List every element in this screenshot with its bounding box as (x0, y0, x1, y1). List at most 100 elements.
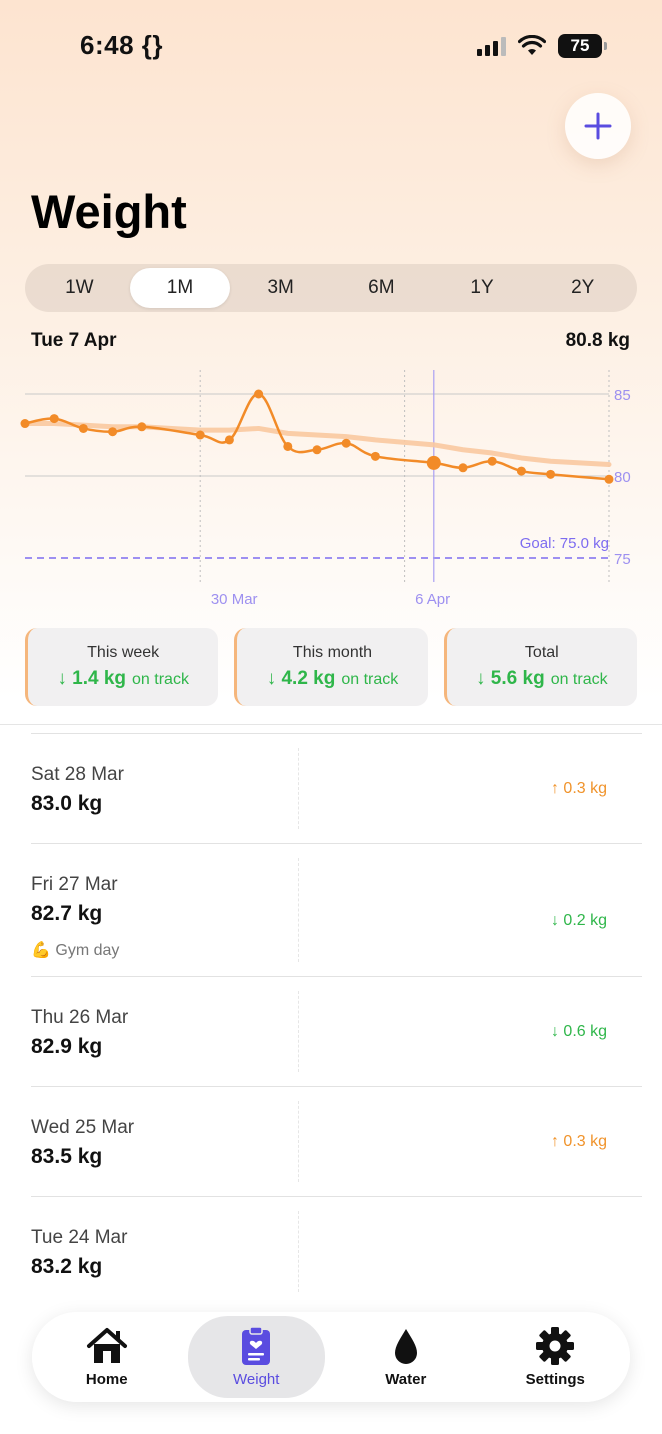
entry-list: Sat 28 Mar 83.0 kg ↑ 0.3 kg Fri 27 Mar 82.7 … (0, 733, 662, 1306)
data-point[interactable] (195, 430, 205, 440)
cellular-signal-icon (477, 36, 506, 56)
data-point[interactable] (49, 414, 59, 424)
data-point[interactable] (20, 419, 30, 429)
tab-label: Settings (525, 1371, 585, 1388)
stat-status: on track (341, 671, 399, 688)
stat-value: ↓ 1.4 kg (57, 668, 127, 689)
x-tick-label: 6 Apr (415, 591, 450, 608)
data-point[interactable] (78, 423, 88, 433)
entry-row[interactable]: Thu 26 Mar 82.9 kg ↓ 0.6 kg (31, 976, 642, 1086)
entry-row[interactable]: Sat 28 Mar 83.0 kg ↑ 0.3 kg (31, 733, 642, 843)
entry-column-divider (298, 748, 299, 829)
tab-weight[interactable]: Weight (182, 1312, 332, 1402)
y-tick-label: 75 (614, 551, 631, 568)
stat-status: on track (550, 671, 608, 688)
selected-value: 80.8 kg (565, 330, 630, 351)
stat-value-row: ↓ 5.6 kg on track (476, 668, 608, 690)
entry-delta: ↓ 0.2 kg (550, 912, 607, 929)
stat-card: This week ↓ 1.4 kg on track (25, 628, 219, 706)
entry-date: Fri 27 Mar (31, 874, 118, 895)
data-point[interactable] (224, 435, 234, 445)
data-point[interactable] (108, 427, 118, 437)
status-time: 6:48 {} (80, 30, 163, 60)
trend-line (22, 421, 612, 468)
data-point[interactable] (137, 422, 147, 432)
tab-water[interactable]: Water (331, 1312, 481, 1402)
stat-value: ↓ 4.2 kg (266, 668, 336, 689)
y-tick-label: 80 (614, 469, 631, 486)
tab-settings[interactable]: Settings (481, 1312, 631, 1402)
data-point[interactable] (254, 389, 264, 399)
selected-date: Tue 7 Apr (31, 330, 117, 351)
status-bar: 6:48 {} 75 (0, 0, 662, 96)
plus-icon (584, 112, 612, 140)
entry-column-divider (298, 1101, 299, 1182)
range-tab-1w[interactable]: 1W (65, 277, 94, 298)
tab-home[interactable]: Home (32, 1312, 182, 1402)
tab-label: Home (85, 1371, 128, 1388)
entry-delta: ↑ 0.3 kg (550, 1133, 607, 1150)
tab-bar: Home Weight Water Settings (32, 1312, 630, 1402)
data-point[interactable] (546, 469, 556, 479)
data-point[interactable] (458, 463, 468, 473)
goal-label: Goal: 75.0 kg (520, 535, 609, 552)
data-point[interactable] (283, 441, 293, 451)
range-tab-1y[interactable]: 1Y (470, 277, 494, 298)
entry-column-divider (298, 858, 299, 962)
page-title: Weight (31, 185, 187, 238)
battery-icon: 75 (558, 34, 607, 58)
entry-date: Wed 25 Mar (31, 1117, 135, 1138)
entry-weight: 82.7 kg (31, 902, 103, 925)
entry-weight: 83.5 kg (31, 1145, 103, 1168)
entry-row[interactable]: Fri 27 Mar 82.7 kg 💪 Gym day ↓ 0.2 kg (31, 843, 642, 976)
selected-point[interactable] (426, 455, 441, 470)
entry-date: Sat 28 Mar (31, 764, 124, 785)
stat-status: on track (132, 671, 189, 688)
weight-chart[interactable]: Goal: 75.0 kg 85 80 75 30 Mar 6 Apr (0, 360, 662, 610)
entry-column-divider (298, 991, 299, 1072)
data-point[interactable] (370, 451, 380, 461)
entry-weight: 82.9 kg (31, 1035, 103, 1058)
data-point[interactable] (487, 456, 497, 466)
range-tab-1m[interactable]: 1M (129, 268, 231, 308)
stat-label: This week (87, 644, 160, 661)
entry-column-divider (298, 1211, 299, 1292)
status-icons: 75 (477, 34, 607, 58)
entry-date: Thu 26 Mar (31, 1007, 129, 1028)
data-point[interactable] (312, 445, 322, 455)
entry-delta: ↑ 0.3 kg (550, 780, 607, 797)
gear-icon (533, 1326, 577, 1366)
stat-value: ↓ 5.6 kg (476, 668, 545, 689)
stat-label: This month (292, 644, 373, 661)
stat-value-row: ↓ 1.4 kg on track (57, 668, 189, 690)
wifi-icon (518, 35, 546, 55)
stat-value-row: ↓ 4.2 kg on track (267, 668, 399, 690)
entry-weight: 83.0 kg (31, 792, 103, 815)
stat-card: Total ↓ 5.6 kg on track (443, 628, 637, 706)
entry-row[interactable]: Wed 25 Mar 83.5 kg ↑ 0.3 kg (31, 1086, 642, 1196)
data-point[interactable] (516, 466, 526, 476)
entry-note: 💪 Gym day (31, 942, 120, 959)
divider (0, 724, 662, 725)
entry-date: Tue 24 Mar (31, 1227, 128, 1248)
tab-label: Water (385, 1371, 427, 1388)
home-icon (85, 1326, 129, 1366)
stat-cards: This week ↓ 1.4 kg on track This month ↓ 4.2… (25, 628, 637, 706)
water-drop-icon (384, 1326, 428, 1366)
range-tab-6m[interactable]: 6M (368, 277, 395, 298)
tab-label: Weight (233, 1371, 280, 1388)
range-tab-3m[interactable]: 3M (267, 277, 294, 298)
entry-delta: ↓ 0.6 kg (550, 1023, 607, 1040)
clipboard-heart-icon (234, 1326, 278, 1366)
add-entry-button[interactable] (565, 93, 631, 159)
x-tick-label: 30 Mar (211, 591, 258, 608)
y-tick-label: 85 (614, 387, 631, 404)
entry-weight: 83.2 kg (31, 1255, 103, 1278)
stat-label: Total (524, 644, 559, 661)
stat-card: This month ↓ 4.2 kg on track (234, 628, 428, 706)
data-point[interactable] (341, 438, 351, 448)
range-tab-2y[interactable]: 2Y (571, 277, 595, 298)
data-point[interactable] (604, 474, 614, 484)
entry-row[interactable]: Tue 24 Mar 83.2 kg (31, 1196, 642, 1306)
range-selector: 1W 1M 3M 6M 1Y 2Y (25, 264, 637, 312)
